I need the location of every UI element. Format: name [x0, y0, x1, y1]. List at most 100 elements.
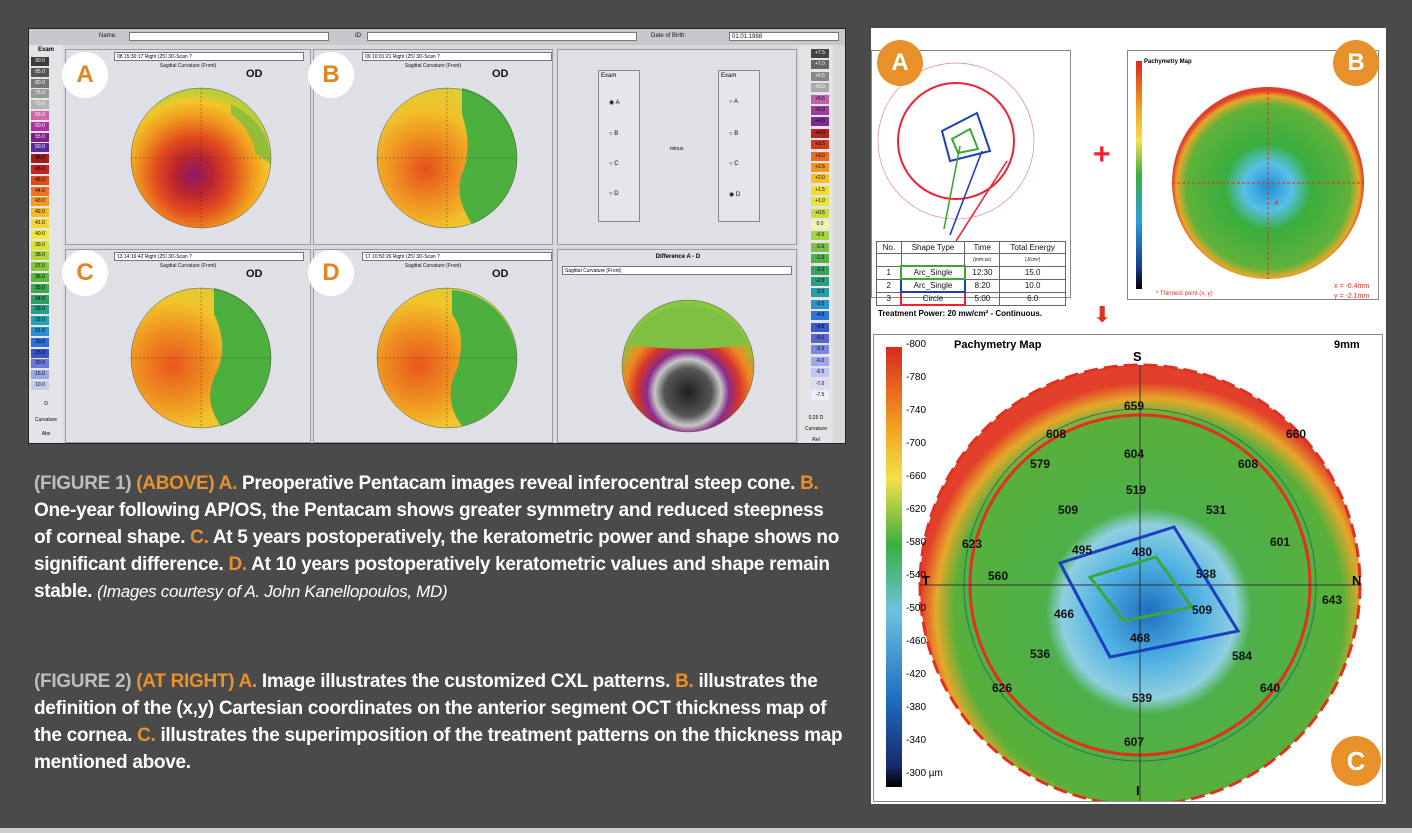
thickness-value: 538: [1196, 567, 1217, 581]
exam-title[interactable]: 17 10:50:26 Right (25) 3D-Scan ?: [362, 252, 552, 261]
patient-bar: Name: ID: Date of Birth: 01.01.1988: [29, 29, 845, 45]
scale-step: 42.0: [31, 208, 49, 218]
thickness-value: 604: [1124, 447, 1145, 461]
badge-a: A: [877, 40, 923, 86]
thickness-value: 608: [1046, 427, 1067, 441]
exam-compare-panel: Exam ◉ A ○ B ○ C ○ D minus Exam ○ A ○ B …: [557, 49, 797, 245]
id-field[interactable]: [367, 32, 637, 41]
exam-title[interactable]: 13 14:16:42 Right (25) 3D-Scan ?: [114, 252, 304, 261]
badge-c: C: [1331, 736, 1381, 786]
scale-step: 75.0: [31, 89, 49, 99]
scale-step: 36.0: [31, 273, 49, 282]
eye-label: OD: [246, 68, 263, 80]
curvature-map-d: [376, 287, 518, 429]
scale-tick-label: -580: [906, 537, 927, 548]
curvature-map-b: [376, 87, 518, 229]
dob-field[interactable]: 01.01.1988: [729, 32, 839, 41]
scale-step: 65.0: [31, 111, 49, 120]
scale-tick-label: -420: [906, 669, 927, 680]
map-subtitle: Sagittal Curvature (Front): [159, 263, 217, 269]
exam-option-c[interactable]: ○ C: [609, 161, 619, 167]
thinnest-point-label: * Thinnest point (x, y): [1156, 291, 1213, 297]
badge-d: D: [308, 250, 354, 296]
map-subtitle: Sagittal Curvature (Front): [404, 263, 462, 269]
treatment-power: Treatment Power: 20 mw/cm² - Continuous.: [878, 309, 1043, 318]
scale-step: 34.0: [31, 294, 49, 304]
pachymetry-map-small: *: [1136, 61, 1364, 289]
absolute-color-scale: Exam D Curvature Abs 90.0 85.0 80.0 75.0 70.…: [29, 45, 63, 443]
minus-label: minus: [670, 146, 684, 152]
scale-step: -3.0: [811, 288, 829, 298]
exam-title[interactable]: 09 10:01:21 Right (25) 3D-Scan ?: [362, 52, 552, 61]
table-row: 3 Circle 5:00 6.0: [876, 291, 1066, 306]
name-field[interactable]: [129, 32, 329, 41]
curvature-map-a: [130, 87, 272, 229]
thickness-value: 607: [1124, 735, 1145, 749]
scale-step: +5.5: [811, 94, 829, 104]
badge-c: C: [62, 250, 108, 296]
exam-option-d[interactable]: ○ D: [609, 191, 619, 197]
exam-select-left: Exam ◉ A ○ B ○ C ○ D: [598, 70, 640, 222]
scale-tick-label: -340: [906, 735, 927, 746]
scale-step: +3.0: [811, 151, 829, 161]
thickness-value: 519: [1126, 483, 1147, 497]
exam-option-a[interactable]: ◉ A: [609, 100, 620, 106]
figure2-panel: No. Shape Type Time Total Energy (mm:ss) (J/…: [871, 28, 1386, 804]
exam-option-c[interactable]: ○ C: [729, 161, 739, 167]
scale-step: 60.0: [31, 121, 49, 131]
scale-tick-label: -740: [906, 405, 927, 416]
scale-step: +2.5: [811, 163, 829, 172]
scale-tick-label: -780: [906, 372, 927, 383]
curvature-map-c: [130, 287, 272, 429]
exam-select-title: Exam: [721, 73, 737, 79]
relative-color-scale: 0.25 D Curvature Rel +7.5 +7.0 +6.5 +6.0 +5.…: [799, 45, 833, 443]
scale-tick-label: -540: [906, 570, 927, 581]
exam-option-b[interactable]: ○ B: [729, 131, 739, 137]
cxl-table: No. Shape Type Time Total Energy (mm:ss) (J/…: [876, 241, 1066, 306]
scale-tick-label: -460: [906, 636, 927, 647]
panel-c: -800 -780 -740 -700 -660 -620 -580 -540 -500 -460…: [873, 334, 1383, 802]
name-label: Name:: [99, 33, 117, 39]
scale-step: 10.0: [31, 381, 49, 390]
panel-a: No. Shape Type Time Total Energy (mm:ss) (J/…: [871, 50, 1071, 318]
scale-step: 0.0: [811, 220, 829, 229]
scale-step: 50.0: [31, 143, 49, 153]
scale-mode: Abs: [41, 431, 51, 437]
scale-step: +3.5: [811, 140, 829, 150]
scale-footer: Curvature: [35, 417, 57, 423]
thickness-value: 608: [1238, 457, 1259, 471]
scale-step: -1.5: [811, 254, 829, 264]
eye-label: OD: [492, 268, 509, 280]
exam-select-title: Exam: [601, 73, 617, 79]
scale-step: 45.0: [31, 175, 49, 185]
exam-option-b[interactable]: ○ B: [609, 131, 619, 137]
scale-step: 44.0: [31, 186, 49, 196]
scale-step: 35.0: [31, 283, 49, 293]
thickness-value: 584: [1232, 649, 1253, 663]
scale-tick-label: -700: [906, 438, 927, 449]
exam-option-d[interactable]: ◉ D: [729, 192, 741, 198]
scale-step: -6.5: [811, 368, 829, 378]
svg-text:*: *: [1274, 198, 1279, 212]
map-panel-c: 13 14:16:42 Right (25) 3D-Scan ? Sagitta…: [65, 249, 311, 443]
scale-step: +4.5: [811, 117, 829, 127]
scale-step: -7.5: [811, 391, 829, 400]
map-subtitle: Sagittal Curvature (Front): [404, 63, 462, 69]
scale-step: 31.0: [31, 327, 49, 336]
exam-option-a[interactable]: ○ A: [729, 99, 738, 105]
scale-step: +1.0: [811, 197, 829, 207]
scale-tick-label: -620: [906, 504, 927, 515]
difference-dropdown[interactable]: Sagittal Curvature (Front): [562, 266, 792, 275]
scale-step: 55.0: [31, 132, 49, 142]
x-coordinate: x = -0.4mm: [1334, 283, 1370, 290]
thickness-value: 626: [992, 681, 1013, 695]
scale-step: 46.0: [31, 165, 49, 174]
scale-step: +5.0: [811, 106, 829, 115]
exam-title[interactable]: 08 15:30:17 Right (25) 3D-Scan ?: [114, 52, 304, 61]
thickness-value: 466: [1054, 607, 1075, 621]
scale-step: -5.0: [811, 334, 829, 343]
scale-step: 85.0: [31, 67, 49, 77]
scale-step: -3.5: [811, 299, 829, 309]
scale-step: 43.0: [31, 197, 49, 207]
scale-step: +7.5: [811, 49, 829, 58]
